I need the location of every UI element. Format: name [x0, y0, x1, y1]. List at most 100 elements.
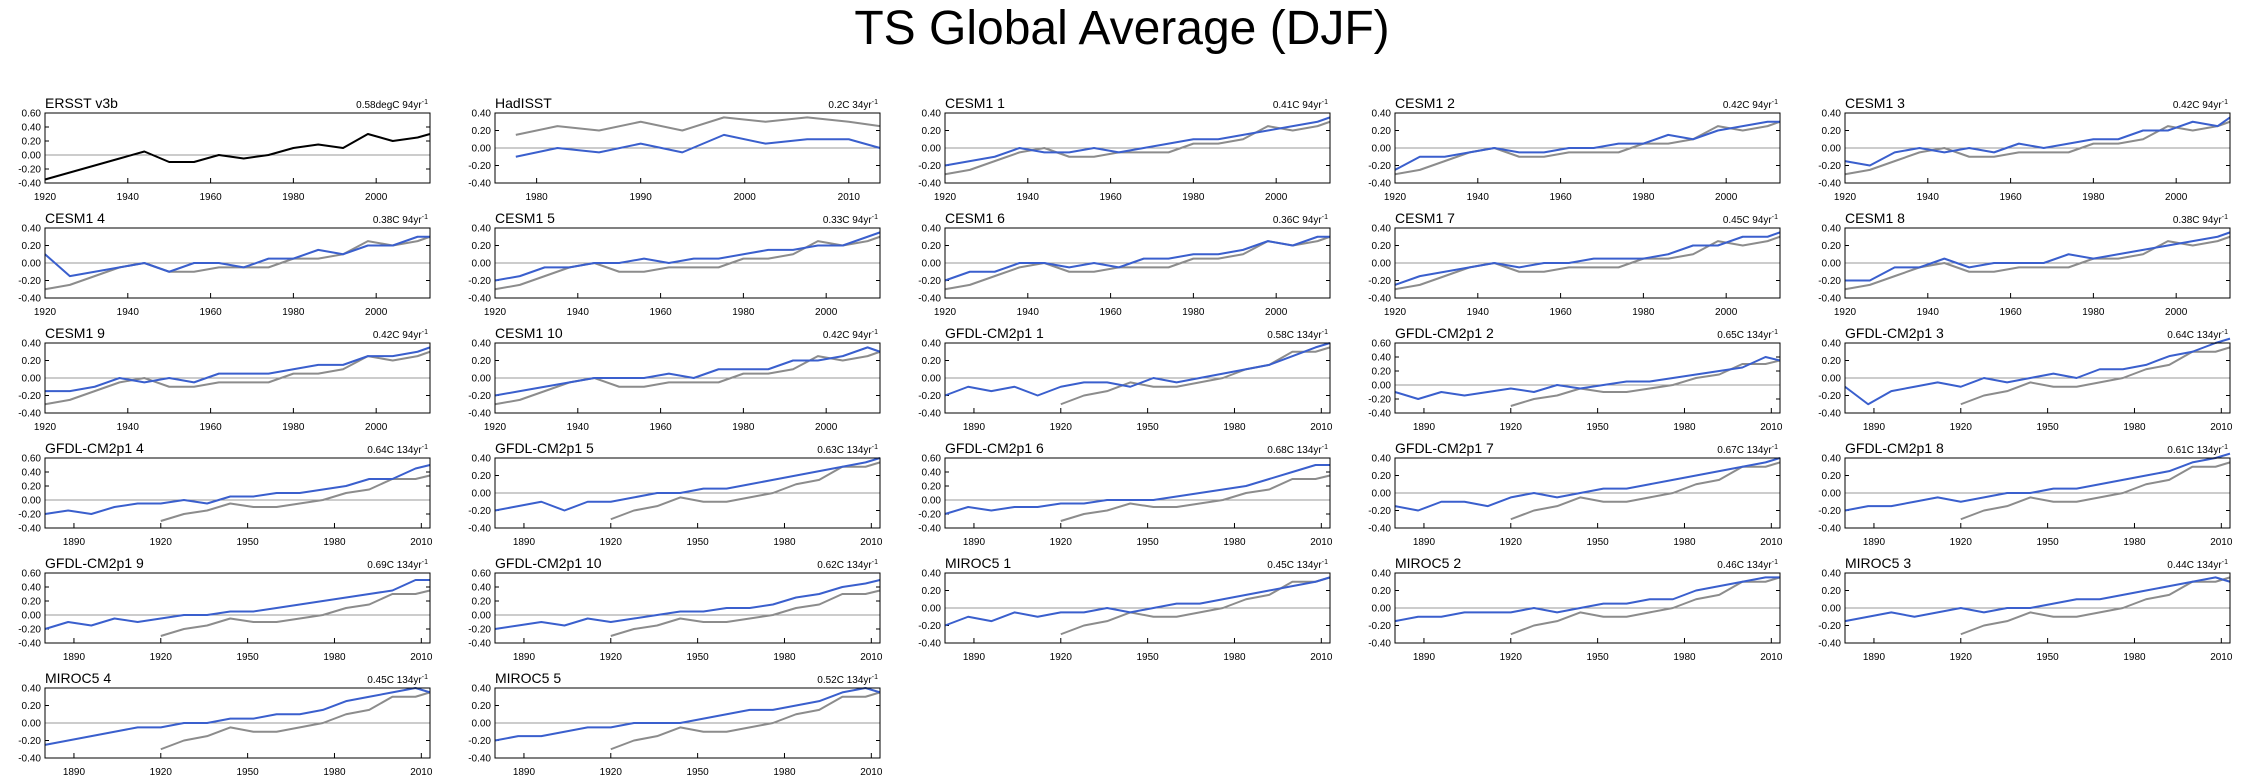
panel-title: CESM1 7 — [1395, 210, 1455, 226]
series-line — [610, 691, 881, 751]
panel-title: MIROC5 5 — [495, 670, 561, 686]
series-line — [44, 464, 431, 515]
trend-exponent: -1 — [1772, 329, 1778, 336]
trend-value: 0.36C 94yr — [1273, 215, 1323, 226]
panel: GFDL-CM2p1 6 0.68C 134yr-1 -0.40 -0.20 0.00 0… — [918, 440, 1333, 548]
y-tick-label: 0.60 — [22, 454, 42, 465]
panel: CESM1 2 0.42C 94yr-1 -0.40 -0.20 0.00 0.20 0.4… — [1368, 95, 1781, 203]
trend-value: 0.46C 134yr — [1717, 560, 1772, 571]
trend-label: 0.64C 134yr-1 — [367, 444, 428, 456]
x-tick-label: 1920 — [1950, 422, 1973, 433]
trend-label: 0.38C 94yr-1 — [2173, 214, 2228, 226]
trend-value: 0.61C 134yr — [2167, 445, 2222, 456]
panel-title: MIROC5 3 — [1845, 555, 1911, 571]
x-tick-label: 2010 — [2210, 652, 2233, 663]
y-tick-label: 0.00 — [22, 496, 42, 507]
x-tick-label: 1980 — [1673, 537, 1696, 548]
y-tick-label: -0.20 — [468, 391, 491, 402]
panel-title: ERSST v3b — [45, 95, 118, 111]
x-tick-label: 1950 — [1587, 652, 1610, 663]
trend-value: 0.63C 134yr — [817, 445, 872, 456]
x-tick-label: 1940 — [1917, 192, 1940, 203]
y-tick-label: -0.40 — [468, 409, 491, 420]
series-line — [1060, 576, 1331, 636]
x-tick-label: 1950 — [237, 767, 260, 778]
y-tick-label: -0.20 — [468, 161, 491, 172]
y-tick-label: 0.40 — [472, 109, 492, 120]
panel-title: GFDL-CM2p1 9 — [45, 555, 144, 571]
panel: MIROC5 1 0.45C 134yr-1 -0.40 -0.20 0.00 0.20 0… — [918, 555, 1333, 663]
y-tick-label: 0.00 — [1822, 374, 1842, 385]
y-tick-label: 0.00 — [922, 604, 942, 615]
x-tick-label: 1960 — [649, 422, 672, 433]
panel: GFDL-CM2p1 4 0.64C 134yr-1 -0.40 -0.20 0.00 0… — [18, 440, 433, 548]
x-tick-label: 1890 — [63, 767, 86, 778]
x-tick-label: 1920 — [150, 767, 173, 778]
plot-frame — [44, 227, 431, 299]
plot-frame — [494, 227, 881, 299]
x-tick-label: 1960 — [1999, 307, 2022, 318]
x-tick-label: 1920 — [600, 652, 623, 663]
x-tick-label: 2000 — [365, 192, 388, 203]
x-tick-label: 1920 — [934, 192, 957, 203]
trend-exponent: -1 — [1772, 99, 1778, 106]
trend-label: 0.45C 94yr-1 — [1723, 214, 1778, 226]
panel: GFDL-CM2p1 2 0.65C 134yr-1 -0.40 -0.20 0.00 0… — [1368, 325, 1783, 433]
y-tick-label: -0.20 — [1368, 161, 1391, 172]
series-line — [944, 120, 1331, 176]
trend-value: 0.58C 134yr — [1267, 330, 1322, 341]
x-tick-label: 1950 — [2037, 537, 2060, 548]
y-tick-label: -0.20 — [1818, 276, 1841, 287]
trend-value: 0.33C 94yr — [823, 215, 873, 226]
trend-exponent: -1 — [422, 444, 428, 451]
trend-label: 0.68C 134yr-1 — [1267, 444, 1328, 456]
x-tick-label: 1980 — [323, 537, 346, 548]
panel: GFDL-CM2p1 9 0.69C 134yr-1 -0.40 -0.20 0.00 0… — [18, 555, 433, 663]
x-tick-label: 1890 — [63, 652, 86, 663]
y-tick-label: -0.20 — [18, 625, 41, 636]
series-line — [1394, 120, 1780, 171]
y-tick-label: 0.20 — [922, 586, 942, 597]
x-tick-label: 2010 — [860, 537, 883, 548]
x-tick-label: 1920 — [484, 422, 507, 433]
x-tick-label: 2010 — [860, 767, 883, 778]
y-tick-label: 0.00 — [1822, 604, 1842, 615]
panel-title: CESM1 6 — [945, 210, 1005, 226]
series-line — [1960, 576, 2231, 636]
y-tick-label: 0.20 — [1822, 471, 1842, 482]
plot-frame — [1844, 227, 2231, 299]
y-tick-label: -0.20 — [18, 276, 41, 287]
x-tick-label: 1980 — [323, 652, 346, 663]
trend-label: 0.45C 134yr-1 — [1267, 559, 1328, 571]
plot-frame — [1394, 227, 1781, 299]
trend-exponent: -1 — [422, 99, 428, 106]
x-tick-label: 1890 — [963, 537, 986, 548]
x-tick-label: 1920 — [34, 307, 57, 318]
trend-exponent: -1 — [1322, 444, 1328, 451]
x-tick-label: 1940 — [567, 307, 590, 318]
panel-title: MIROC5 4 — [45, 670, 111, 686]
x-tick-label: 1940 — [117, 422, 140, 433]
y-tick-label: 0.40 — [1822, 454, 1842, 465]
y-tick-label: 0.40 — [1372, 109, 1392, 120]
panel: MIROC5 5 0.52C 134yr-1 -0.40 -0.20 0.00 0.20 0… — [468, 670, 883, 778]
y-tick-label: 0.00 — [1822, 259, 1842, 270]
plot-frame — [494, 112, 881, 184]
series-line — [160, 691, 431, 751]
x-tick-label: 2000 — [1265, 192, 1288, 203]
x-tick-label: 1920 — [1500, 652, 1523, 663]
series-line — [1845, 231, 2231, 282]
y-tick-label: 0.20 — [1372, 367, 1392, 378]
trend-exponent: -1 — [422, 559, 428, 566]
y-tick-label: -0.40 — [18, 524, 41, 535]
panel-title: GFDL-CM2p1 6 — [945, 440, 1044, 456]
x-tick-label: 1940 — [1017, 192, 1040, 203]
series-line — [515, 116, 881, 136]
y-tick-label: 0.20 — [472, 701, 492, 712]
trend-value: 0.68C 134yr — [1267, 445, 1322, 456]
x-tick-label: 2010 — [1760, 652, 1783, 663]
panel: CESM1 10 0.42C 94yr-1 -0.40 -0.20 0.00 0.20 0.… — [468, 325, 881, 433]
x-tick-label: 1950 — [1137, 537, 1160, 548]
trend-label: 0.65C 134yr-1 — [1717, 329, 1778, 341]
trend-exponent: -1 — [422, 329, 428, 336]
